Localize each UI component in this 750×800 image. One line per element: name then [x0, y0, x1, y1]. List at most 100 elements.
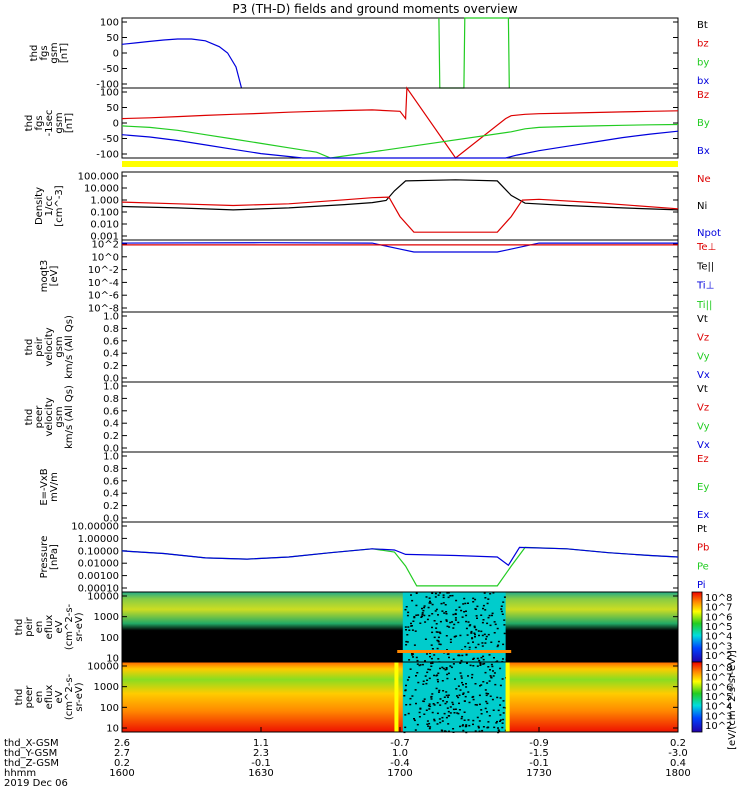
spectrogram-speckle — [428, 607, 430, 609]
y-tick-label: 0.01000 — [78, 559, 119, 570]
spectrogram-speckle — [415, 689, 417, 691]
y-tick-label: 0.6 — [103, 476, 119, 487]
spectrogram-speckle — [417, 660, 419, 662]
y-axis-label: [nPa] — [49, 544, 60, 570]
y-axis-label: [eV] — [49, 266, 60, 287]
spectrogram-speckle — [412, 629, 414, 631]
spectrogram-edge — [394, 662, 398, 732]
spectrogram-speckle — [476, 704, 478, 706]
spectrogram-speckle — [470, 632, 472, 634]
spectrogram-speckle — [458, 703, 460, 705]
spectrogram-speckle — [439, 722, 441, 724]
spectrogram-speckle — [413, 616, 415, 618]
spectrogram-speckle — [429, 669, 431, 671]
spectrogram-speckle — [422, 664, 424, 666]
spectrogram-speckle — [471, 674, 473, 676]
spectrogram-speckle — [420, 617, 422, 619]
spectrogram-speckle — [452, 595, 454, 597]
y-tick-label: 0.6 — [103, 336, 119, 347]
spectrogram-speckle — [436, 631, 438, 633]
spectrogram-speckle — [431, 693, 433, 695]
spectrogram-speckle — [424, 698, 426, 700]
spectrogram-speckle — [482, 635, 484, 637]
spectrogram-speckle — [497, 628, 499, 630]
spectrogram-speckle — [408, 659, 410, 661]
spectrogram-speckle — [443, 612, 445, 614]
spectrogram-speckle — [425, 675, 427, 677]
spectrogram-speckle — [454, 678, 456, 680]
y-tick-label: 100 — [100, 703, 119, 714]
panel-peer-velocity: 1.00.80.6 0.40.2 0.0 thd peer velocity gsm km/s… — [24, 382, 710, 455]
panel-moqt3: 10^210^010^-210^-410^-610^-8moqt3 [eV]Te⊥… — [39, 240, 716, 315]
spectrogram-speckle — [501, 727, 503, 729]
spectrogram-speckle — [429, 597, 431, 599]
spectrogram-speckle — [501, 606, 503, 608]
y-tick-label: 100.000 — [78, 172, 119, 183]
spectrogram-speckle — [469, 647, 471, 649]
spectrogram-speckle — [503, 700, 505, 702]
spectrogram-speckle — [472, 665, 474, 667]
y-tick-label: 0.4 — [103, 489, 119, 500]
series-line-Pi — [122, 547, 678, 565]
x-axis-value: 1630 — [248, 768, 273, 779]
spectrogram-speckle — [446, 717, 448, 719]
spectrogram-speckle — [494, 632, 496, 634]
spectrogram-speckle — [431, 658, 433, 660]
panel-peir-velocity: 1.00.80.60.40.20.0thd peir velocity gsm km/s… — [24, 312, 710, 385]
spectrogram-speckle — [430, 696, 432, 698]
spectrogram-speckle — [467, 642, 469, 644]
spectrogram-speckle — [464, 603, 466, 605]
spectrogram-speckle — [417, 614, 419, 616]
spectrogram-speckle — [498, 641, 500, 643]
spectrogram-speckle — [425, 683, 427, 685]
spectrogram-speckle — [439, 718, 441, 720]
panel-fgs: 100500-50-100thd fgs gsm [nT]Btbzbybx — [29, 18, 709, 91]
spectrogram-speckle — [439, 632, 441, 634]
spectrogram-speckle — [416, 593, 418, 595]
spectrogram-speckle — [410, 594, 412, 596]
spectrogram-speckle — [476, 618, 478, 620]
spectrogram-speckle — [407, 679, 409, 681]
spectrogram-speckle — [496, 721, 498, 723]
spectrogram-speckle — [415, 675, 417, 677]
y-tick-label: 100 — [100, 633, 119, 644]
colorbar-label: [eV/(cm^2-s-sr-eV)] — [727, 650, 738, 750]
spectrogram-speckle — [448, 657, 450, 659]
legend-entry: Pi — [697, 580, 706, 591]
y-axis-label: sr-eV) — [74, 612, 85, 641]
spectrogram-speckle — [502, 678, 504, 680]
spectrogram-speckle — [459, 663, 461, 665]
legend-entry: Pt — [697, 524, 707, 535]
spectrogram-speckle — [476, 606, 478, 608]
spectrogram-speckle — [503, 707, 505, 709]
legend-entry: bx — [697, 76, 709, 87]
spectrogram-speckle — [474, 626, 476, 628]
spectrogram-speckle — [459, 709, 461, 711]
spectrogram-speckle — [407, 626, 409, 628]
spectrogram-speckle — [464, 646, 466, 648]
spectrogram-speckle — [451, 621, 453, 623]
spectrogram-speckle — [482, 681, 484, 683]
spectrogram-speckle — [422, 610, 424, 612]
spectrogram-speckle — [431, 627, 433, 629]
spectrogram-speckle — [462, 724, 464, 726]
spectrogram-speckle — [447, 707, 449, 709]
spectrogram-speckle — [437, 673, 439, 675]
series-line-Ti⊥ — [122, 243, 678, 252]
spectrogram-speckle — [500, 719, 502, 721]
spectrogram-speckle — [488, 617, 490, 619]
spectrogram-speckle — [469, 702, 471, 704]
spectrogram-speckle — [405, 689, 407, 691]
spectrogram-speckle — [450, 712, 452, 714]
spectrogram-speckle — [447, 626, 449, 628]
spectrogram-speckle — [480, 709, 482, 711]
spectrogram-speckle — [455, 688, 457, 690]
spectrogram-speckle — [446, 635, 448, 637]
spectrogram-speckle — [491, 615, 493, 617]
spectrogram-speckle — [442, 700, 444, 702]
spectrogram-speckle — [429, 703, 431, 705]
y-tick-label: 0.6 — [103, 406, 119, 417]
spectrogram-speckle — [484, 592, 486, 594]
spectrogram-speckle — [479, 695, 481, 697]
spectrogram-speckle — [493, 657, 495, 659]
